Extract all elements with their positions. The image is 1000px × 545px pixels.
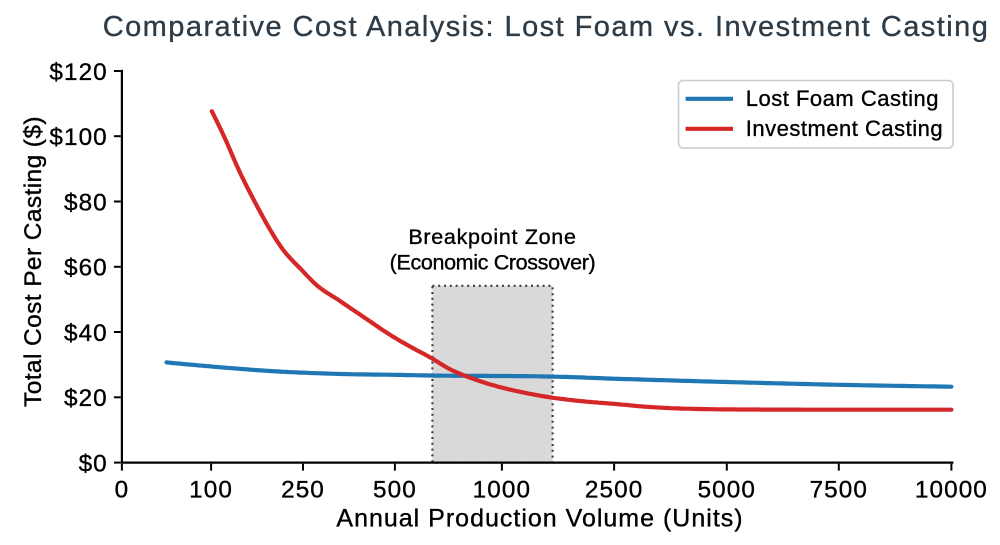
svg-text:Comparative Cost Analysis: Los: Comparative Cost Analysis: Lost Foam vs.… <box>103 11 990 43</box>
svg-text:Investment Casting: Investment Casting <box>746 116 943 141</box>
svg-text:$120: $120 <box>49 59 107 86</box>
svg-text:7500: 7500 <box>810 476 868 503</box>
svg-text:Breakpoint Zone: Breakpoint Zone <box>408 225 576 249</box>
svg-text:$20: $20 <box>64 385 108 412</box>
svg-text:10000: 10000 <box>915 476 988 503</box>
svg-text:$80: $80 <box>64 189 108 216</box>
svg-text:Annual Production Volume (Unit: Annual Production Volume (Units) <box>336 505 743 533</box>
svg-text:$100: $100 <box>49 124 107 151</box>
svg-text:1000: 1000 <box>473 476 531 503</box>
svg-text:0: 0 <box>115 476 130 503</box>
svg-text:$0: $0 <box>79 450 108 477</box>
svg-text:Total Cost Per Casting ($): Total Cost Per Casting ($) <box>20 116 47 407</box>
svg-text:2500: 2500 <box>585 476 643 503</box>
svg-text:$60: $60 <box>64 255 108 282</box>
svg-text:(Economic Crossover): (Economic Crossover) <box>390 250 596 274</box>
svg-text:250: 250 <box>281 476 325 503</box>
svg-text:Lost Foam Casting: Lost Foam Casting <box>746 86 939 111</box>
svg-text:5000: 5000 <box>698 476 756 503</box>
svg-text:$40: $40 <box>64 320 108 347</box>
svg-text:500: 500 <box>373 476 417 503</box>
svg-text:100: 100 <box>189 476 233 503</box>
